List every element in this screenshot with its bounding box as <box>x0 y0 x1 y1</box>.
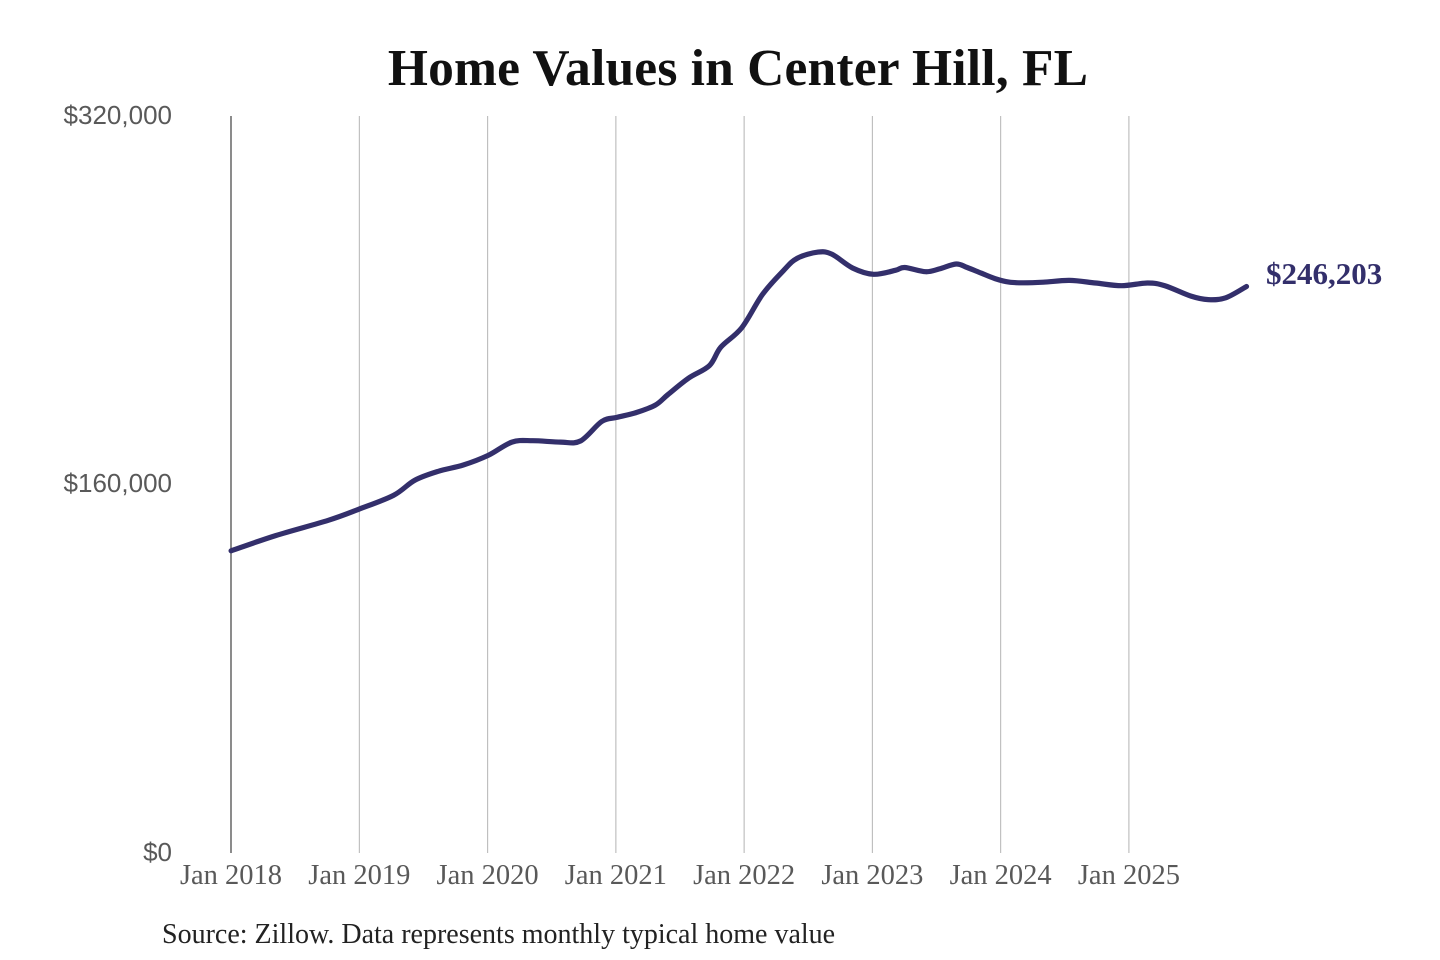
svg-text:Jan 2019: Jan 2019 <box>308 860 410 891</box>
svg-text:Jan 2022: Jan 2022 <box>693 860 795 891</box>
svg-text:Jan 2025: Jan 2025 <box>1078 860 1180 891</box>
svg-text:$160,000: $160,000 <box>64 468 172 498</box>
svg-text:Jan 2024: Jan 2024 <box>950 860 1052 891</box>
svg-text:Jan 2018: Jan 2018 <box>180 860 282 891</box>
svg-text:Jan 2023: Jan 2023 <box>821 860 923 891</box>
svg-text:$246,203: $246,203 <box>1266 256 1382 291</box>
svg-text:Jan 2020: Jan 2020 <box>437 860 539 891</box>
svg-text:$0: $0 <box>143 837 172 867</box>
svg-text:$320,000: $320,000 <box>64 100 172 130</box>
svg-text:Jan 2021: Jan 2021 <box>565 860 667 891</box>
